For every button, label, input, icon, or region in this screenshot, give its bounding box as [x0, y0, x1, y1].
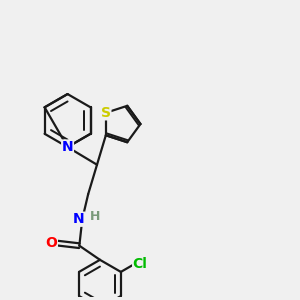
Text: O: O	[45, 236, 57, 250]
Text: Cl: Cl	[133, 257, 148, 271]
Text: N: N	[73, 212, 85, 226]
Text: N: N	[62, 140, 74, 154]
Text: S: S	[101, 106, 111, 120]
Text: H: H	[90, 210, 100, 223]
